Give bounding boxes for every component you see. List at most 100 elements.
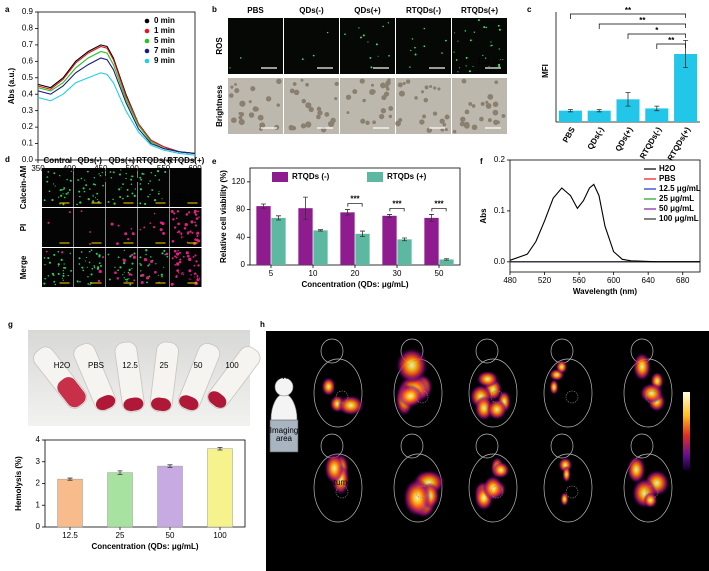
- cell-dot: [126, 280, 128, 283]
- y-tick-label: 0.1: [22, 139, 34, 148]
- mouse-head: [550, 433, 574, 459]
- cell-dot: [132, 255, 136, 259]
- micrograph: [452, 18, 507, 74]
- mouse-head: [274, 377, 294, 397]
- y-tick-label: 0.6: [22, 56, 34, 65]
- cell-dot: [129, 255, 132, 258]
- cell-dot: [397, 82, 403, 88]
- cell-dot: [61, 251, 64, 254]
- mouse-body: [313, 453, 363, 523]
- cell-dot: [157, 274, 159, 276]
- cell-dot: [87, 276, 89, 278]
- tube-body: [178, 342, 221, 412]
- cell-dot: [125, 177, 127, 180]
- x-tick-label: PBS: [561, 125, 577, 144]
- error-bar: [443, 258, 449, 261]
- x-tick-label: QDs(-): [586, 125, 606, 151]
- colorbar: [683, 392, 690, 470]
- significance-bracket: [627, 33, 686, 39]
- cell-dot: [301, 98, 307, 104]
- cell-dot: [147, 264, 150, 267]
- cell-dot: [464, 30, 467, 32]
- column-label: RTQDs(-): [136, 156, 171, 165]
- cell-dot: [65, 193, 68, 195]
- tube-label: 50: [194, 361, 203, 370]
- micrograph: [106, 248, 138, 287]
- column-label: PBS: [247, 6, 264, 15]
- error-bar: [275, 215, 281, 221]
- cell-dot: [130, 273, 133, 276]
- cell-dot: [93, 177, 96, 179]
- cell-dot: [444, 114, 450, 120]
- cell-dot: [239, 100, 246, 107]
- x-tick-label: 10: [309, 269, 318, 278]
- cell-dot: [457, 71, 459, 73]
- cell-dot: [174, 255, 177, 258]
- legend-label: 9 min: [154, 56, 175, 65]
- tumor-outline: [335, 485, 349, 499]
- cell-dot: [57, 265, 60, 267]
- cell-dot: [122, 274, 124, 276]
- cell-dot: [53, 253, 56, 257]
- time-label: 6 h: [487, 551, 498, 560]
- cell-dot: [53, 280, 56, 283]
- cell-dot: [51, 272, 54, 276]
- cell-dot: [94, 183, 96, 186]
- cell-dot: [370, 66, 373, 69]
- fluorescence: [321, 377, 336, 396]
- scale-bar-label: 100 μm: [173, 192, 200, 201]
- cell-dot: [62, 272, 65, 275]
- tube: [178, 342, 221, 412]
- cell-dot: [128, 278, 130, 280]
- cell-dot: [445, 39, 447, 42]
- error-bar: [261, 203, 267, 209]
- cell-dot: [123, 277, 125, 279]
- cell-dot: [161, 252, 164, 255]
- cell-dot: [489, 45, 491, 47]
- micrograph: [74, 168, 106, 207]
- cell-dot: [276, 78, 282, 85]
- cell-dot: [190, 273, 193, 276]
- cell-dot: [158, 179, 161, 181]
- bar: [439, 259, 454, 265]
- cell-dot: [499, 58, 501, 61]
- cell-dot: [48, 190, 51, 193]
- tube-body: [207, 346, 261, 409]
- cell-dot: [410, 49, 412, 52]
- cell-dot: [90, 249, 93, 251]
- panel-letter: a: [5, 5, 10, 14]
- cell-dot: [161, 221, 165, 226]
- tumor-outline: [565, 485, 579, 499]
- cell-dot: [365, 120, 370, 125]
- micrograph: [42, 248, 74, 287]
- tube: [207, 346, 261, 409]
- cell-dot: [455, 59, 458, 61]
- cell-dot: [192, 255, 195, 258]
- legend-label: RTQDs (+): [387, 172, 427, 181]
- cell-dot: [47, 171, 50, 173]
- cell-dot: [116, 242, 119, 245]
- mouse-body: [543, 358, 593, 428]
- column-label: QDs(+): [354, 6, 381, 15]
- cell-dot: [112, 198, 114, 201]
- cell-dot: [98, 254, 101, 257]
- cell-dot: [426, 127, 433, 133]
- bar: [340, 212, 355, 265]
- cell-dot: [89, 281, 93, 285]
- cell-dot: [257, 114, 264, 121]
- tumor-outline: [335, 390, 349, 404]
- cell-dot: [67, 191, 69, 194]
- bar: [57, 478, 83, 528]
- cell-dot: [123, 249, 125, 252]
- cell-dot: [96, 267, 100, 270]
- column-label: QDs(+): [109, 156, 136, 165]
- cell-dot: [259, 122, 266, 129]
- x-tick-label: 480: [503, 276, 517, 285]
- tube: [73, 343, 117, 412]
- row-label: Calcein-AM: [19, 165, 28, 209]
- cell-dot: [165, 252, 169, 256]
- cell-dot: [124, 278, 127, 281]
- cell-dot: [69, 179, 72, 182]
- cell-dot: [118, 173, 122, 176]
- cell-dot: [409, 66, 411, 68]
